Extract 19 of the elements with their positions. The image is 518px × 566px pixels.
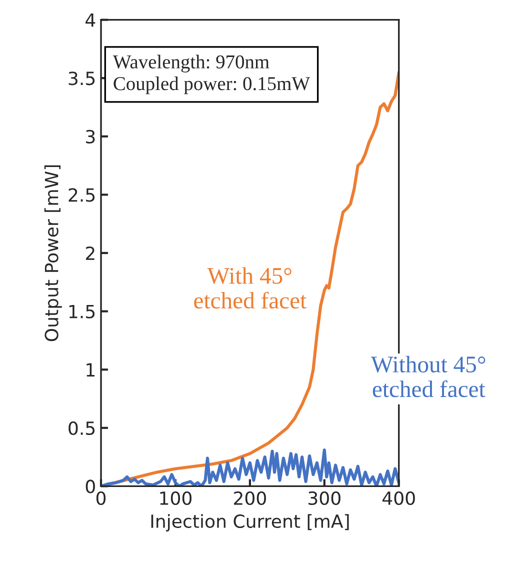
series-label: With 45° etched facet	[194, 267, 306, 309]
text: Without 45° etched facet	[370, 356, 486, 398]
y-tick-label: 0.5	[68, 421, 95, 436]
x-tick-label: 200	[234, 491, 266, 506]
y-tick-label: 3.5	[68, 72, 95, 86]
y-tick-label: 3	[86, 130, 95, 144]
y-tick-label: 4	[86, 14, 96, 27]
y-axis-title: Output Power [mW]	[44, 165, 62, 342]
y-tick-label: 2	[86, 246, 94, 260]
y-tick-label: 1	[86, 363, 94, 376]
x-tick-label: 400	[382, 491, 415, 506]
y-tick-label: 0	[86, 480, 95, 494]
x-tick-label: 0	[96, 491, 106, 506]
y-tick-label: 1.5	[69, 304, 95, 318]
x-tick-label: 300	[308, 491, 340, 506]
annotation: Wavelength: 970nm Coupled power: 0.15mW	[112, 54, 310, 94]
x-tick-label: 100	[160, 491, 192, 506]
x-axis-title: Injection Current [mA]	[151, 514, 349, 532]
y-tick-label: 2.5	[68, 188, 95, 202]
